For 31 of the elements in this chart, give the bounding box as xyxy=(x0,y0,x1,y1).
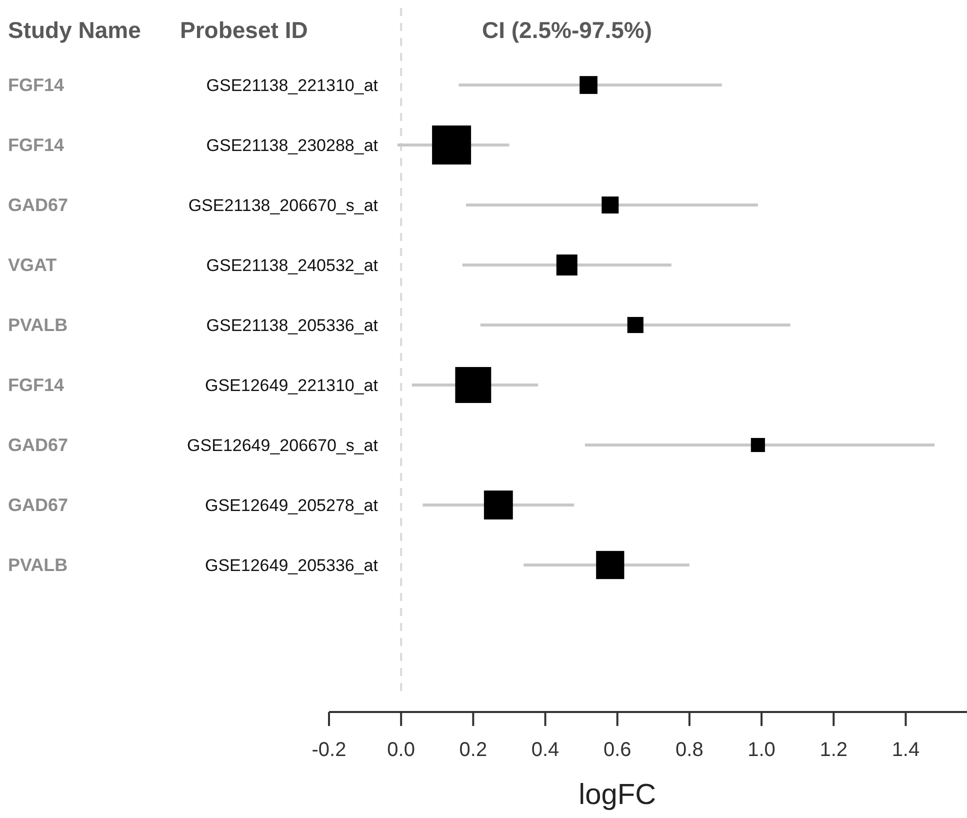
x-tick-label: 0.2 xyxy=(459,739,488,761)
y-tick-label: GSE12649_205278_at xyxy=(205,496,378,515)
text: FGF14 xyxy=(8,75,64,95)
y-tick-label: GSE21138_205336_at xyxy=(206,316,378,335)
x-axis-title: logFC xyxy=(578,779,656,811)
text: GAD67 xyxy=(8,195,68,215)
text: FGF14 xyxy=(8,135,64,155)
y-tick-label: GSE12649_205336_at xyxy=(205,556,378,575)
y-tick-label: GSE21138_230288_at xyxy=(206,136,378,155)
x-tick-label: 1.2 xyxy=(820,739,848,761)
x-tick-label: 1.4 xyxy=(892,739,920,761)
chart-title: CI (2.5%-97.5%) xyxy=(482,17,652,43)
x-tick-label: 1.0 xyxy=(748,739,776,761)
text: GAD67 xyxy=(8,435,68,455)
y-tick-label: GSE21138_221310_at xyxy=(206,76,378,95)
text: PVALB xyxy=(8,315,68,335)
text: VGAT xyxy=(8,255,57,275)
text: PVALB xyxy=(8,555,68,575)
text: Study Name xyxy=(8,17,141,43)
y-tick-label: GSE12649_221310_at xyxy=(205,376,378,395)
y-tick-label: GSE21138_206670_s_at xyxy=(188,196,378,215)
x-tick-label: 0.6 xyxy=(603,739,632,761)
y-tick-label: GSE21138_240532_at xyxy=(206,256,378,275)
x-tick-label: 0.8 xyxy=(676,739,704,761)
text: Probeset ID xyxy=(180,17,308,43)
x-tick-label: -0.2 xyxy=(312,739,346,761)
text: FGF14 xyxy=(8,375,64,395)
x-tick-label: 0.0 xyxy=(387,739,415,761)
text: GAD67 xyxy=(8,495,68,515)
x-tick-label: 0.4 xyxy=(531,739,560,761)
y-tick-label: GSE12649_206670_s_at xyxy=(187,436,378,455)
